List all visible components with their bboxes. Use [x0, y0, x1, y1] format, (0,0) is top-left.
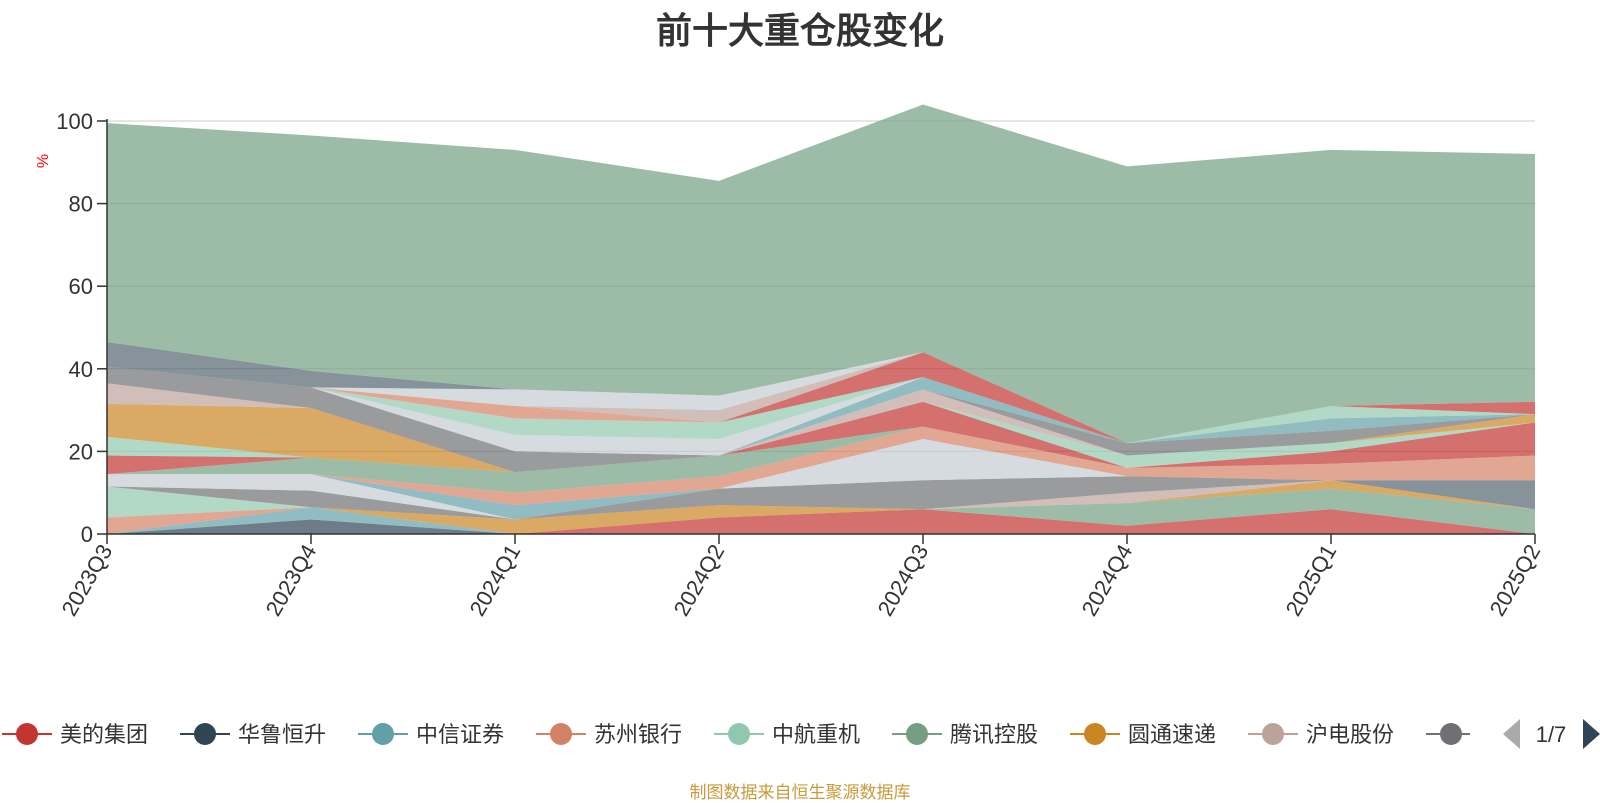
legend-marker-icon — [550, 723, 572, 745]
legend-page-indicator: 1/7 — [1536, 722, 1567, 747]
area-series-13[interactable] — [107, 426, 1535, 506]
legend-label: 苏州银行 — [594, 722, 682, 747]
legend-label: 圆通速递 — [1128, 722, 1216, 747]
area-series-16[interactable] — [107, 401, 1535, 473]
x-tick-label: 2023Q4 — [261, 540, 322, 620]
x-tick-label: 2025Q2 — [1485, 540, 1546, 620]
area-series — [107, 104, 1535, 535]
legend-item[interactable]: 腾讯控股 — [892, 722, 1038, 747]
x-tick-label: 2024Q4 — [1077, 540, 1138, 620]
legend-marker-icon — [728, 723, 750, 745]
area-series-11[interactable] — [107, 439, 1535, 520]
legend-item[interactable]: 圆通速递 — [1070, 722, 1216, 747]
legend-marker-icon — [372, 723, 394, 745]
y-tick-label: 20 — [69, 439, 93, 464]
x-tick-label: 2024Q3 — [873, 540, 934, 620]
legend-item[interactable]: 美的集团 — [2, 722, 148, 747]
area-series-21[interactable] — [107, 366, 1535, 456]
legend-label: 沪电股份 — [1306, 722, 1394, 747]
data-source-note: 制图数据来自恒生聚源数据库 — [689, 783, 911, 802]
legend-item[interactable]: 沪电股份 — [1248, 722, 1394, 747]
legend-label: 中航重机 — [772, 722, 860, 747]
x-tick-label: 2023Q3 — [57, 540, 118, 620]
area-series-1[interactable] — [107, 509, 1535, 534]
y-tick-label: 80 — [69, 192, 93, 217]
area-series-24[interactable] — [107, 352, 1535, 444]
legend-marker-icon — [906, 723, 928, 745]
legend-label: 中信证券 — [416, 722, 504, 747]
area-series-23[interactable] — [107, 352, 1535, 444]
legend-label: 华鲁恒升 — [238, 722, 326, 747]
y-tick-label: 0 — [81, 522, 93, 547]
area-series-17[interactable] — [107, 401, 1535, 473]
area-series-2[interactable] — [107, 509, 1535, 534]
area-series-7[interactable] — [107, 480, 1535, 534]
legend-next-page-icon[interactable] — [1583, 719, 1600, 749]
area-series-10[interactable] — [107, 476, 1535, 520]
area-series-12[interactable] — [107, 439, 1535, 520]
legend-overflow-mask — [1470, 710, 1600, 758]
area-series-8[interactable] — [107, 480, 1535, 520]
legend-item[interactable]: 华鲁恒升 — [180, 722, 326, 747]
area-series-18[interactable] — [107, 383, 1535, 473]
legend-marker-icon — [1084, 723, 1106, 745]
area-series-15[interactable] — [107, 401, 1535, 475]
legend-item[interactable]: 中航重机 — [714, 722, 860, 747]
area-series-22[interactable] — [107, 366, 1535, 444]
area-series-9[interactable] — [107, 476, 1535, 520]
legend-item[interactable]: 苏州银行 — [536, 722, 682, 747]
legend-marker-icon — [194, 723, 216, 745]
area-series-3[interactable] — [107, 507, 1535, 534]
legend-prev-page-icon[interactable] — [1503, 719, 1520, 749]
y-tick-label: 100 — [56, 109, 93, 134]
legend-item[interactable]: 中信证券 — [358, 722, 504, 747]
legend-marker-icon — [16, 723, 38, 745]
legend-label: 腾讯控股 — [950, 722, 1038, 747]
area-series-6[interactable] — [107, 486, 1535, 535]
y-tick-label: 40 — [69, 357, 93, 382]
y-axis-label: % — [35, 154, 52, 168]
x-tick-label: 2025Q1 — [1281, 540, 1342, 620]
legend-marker-icon — [1440, 723, 1462, 745]
legend-marker-icon — [1262, 723, 1284, 745]
chart-title: 前十大重仓股变化 — [655, 10, 944, 51]
y-tick-label: 60 — [69, 274, 93, 299]
area-series-28[interactable] — [107, 104, 1535, 444]
area-series-19[interactable] — [107, 366, 1535, 473]
x-tick-label: 2024Q2 — [669, 540, 730, 620]
legend-label: 美的集团 — [60, 722, 148, 747]
legend[interactable]: 美的集团华鲁恒升中信证券苏州银行中航重机腾讯控股圆通速递沪电股份文1/7 — [2, 710, 1600, 758]
area-series-14[interactable] — [107, 426, 1535, 493]
x-tick-label: 2024Q1 — [465, 540, 526, 620]
